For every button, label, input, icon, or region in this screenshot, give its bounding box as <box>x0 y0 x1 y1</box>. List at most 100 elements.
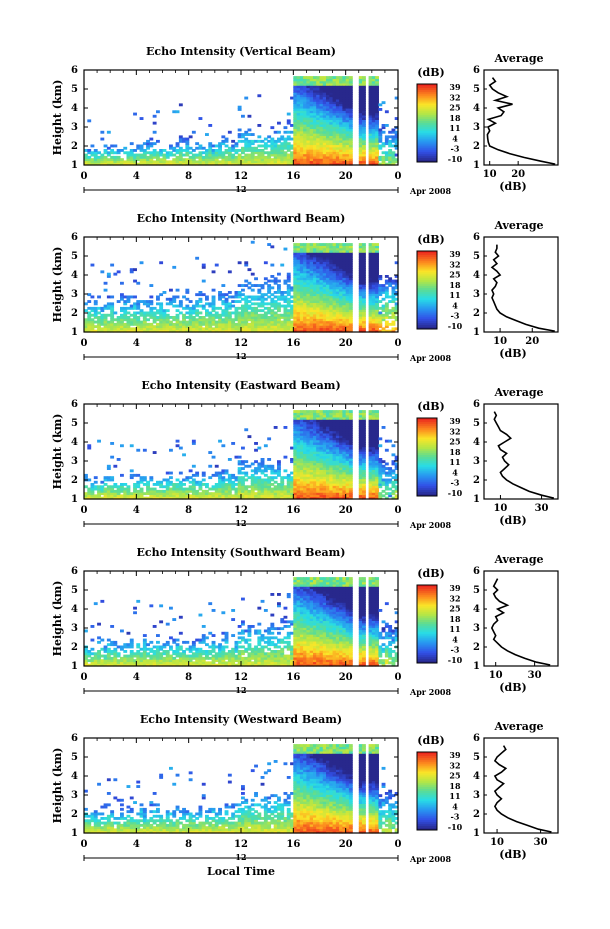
heatmap-cell <box>335 256 340 260</box>
heatmap-cell <box>322 94 327 98</box>
heatmap-cell <box>146 304 150 308</box>
heatmap-cell <box>218 471 222 475</box>
heatmap-cell <box>231 153 236 157</box>
heatmap-cell <box>156 311 160 315</box>
heatmap-cell <box>218 162 222 166</box>
heatmap-cell <box>106 158 111 162</box>
heatmap-cell <box>260 313 265 317</box>
heatmap-cell <box>182 158 186 162</box>
heatmap-cell <box>375 300 379 303</box>
heatmap-cell <box>195 155 200 159</box>
heatmap-cell <box>156 480 160 484</box>
heatmap-cell <box>201 318 206 322</box>
heatmap-cell <box>277 320 281 324</box>
heatmap-cell <box>250 496 255 500</box>
heatmap-cell <box>136 311 141 315</box>
heatmap-cell <box>335 476 340 480</box>
heatmap-cell <box>241 309 245 313</box>
heatmap-cell <box>208 302 213 306</box>
heatmap-cell <box>371 85 376 89</box>
heatmap-cell <box>165 483 170 486</box>
heatmap-cell <box>384 137 389 141</box>
heatmap-cell <box>332 464 337 468</box>
heatmap-cell <box>139 146 144 150</box>
heatmap-cell <box>299 249 304 253</box>
heatmap-cell <box>309 313 314 317</box>
heatmap-cell <box>270 487 275 491</box>
heatmap-cell <box>241 446 245 450</box>
heatmap-cell <box>303 414 307 418</box>
heatmap-cell <box>244 489 249 493</box>
heatmap-cell <box>263 313 268 317</box>
heatmap-cell <box>342 137 347 141</box>
heatmap-cell <box>375 272 379 276</box>
heatmap-cell <box>348 426 353 429</box>
heatmap-cell <box>293 480 298 484</box>
heatmap-cell <box>165 485 170 489</box>
heatmap-cell <box>123 309 128 313</box>
heatmap-cell <box>244 137 249 141</box>
heatmap-cell <box>267 480 272 484</box>
heatmap-cell <box>116 162 121 166</box>
heatmap-cell <box>316 496 321 500</box>
heatmap-cells <box>84 240 399 333</box>
heatmap-cell <box>231 494 236 498</box>
heatmap-cell <box>296 410 301 413</box>
heatmap-cell <box>244 311 249 315</box>
heatmap-cell <box>106 160 111 164</box>
heatmap-cell <box>345 426 350 429</box>
heatmap-cell <box>388 329 393 333</box>
heatmap-cell <box>303 249 307 253</box>
heatmap-cell <box>123 160 128 164</box>
heatmap-cell <box>110 327 115 331</box>
heatmap-cell <box>165 494 170 498</box>
heatmap-cell <box>322 135 327 139</box>
heatmap-cell <box>250 240 255 244</box>
heatmap-cell <box>283 313 288 317</box>
heatmap-cell <box>303 87 307 91</box>
heatmap-cell <box>306 155 311 159</box>
heatmap-cell <box>116 149 121 152</box>
heatmap-cell <box>329 426 334 429</box>
heatmap-cell <box>142 329 147 333</box>
heatmap-cell <box>326 78 330 82</box>
heatmap-cell <box>146 487 150 491</box>
heatmap-cell <box>342 110 347 114</box>
heatmap-cell <box>329 80 334 84</box>
heatmap-cell <box>293 119 298 123</box>
heatmap-cell <box>342 426 347 429</box>
heatmap-cell <box>348 300 353 303</box>
heatmap-cell <box>358 76 363 79</box>
heatmap-cell <box>342 117 347 120</box>
heatmap-cell <box>90 162 95 166</box>
heatmap-cell <box>358 293 363 297</box>
heatmap-cell <box>329 101 334 105</box>
heatmap-cell <box>146 158 150 162</box>
heatmap-cell <box>319 442 324 445</box>
heatmap-cell <box>339 272 343 276</box>
heatmap-cell <box>329 448 334 452</box>
heatmap-cell <box>113 162 118 166</box>
heatmap-cell <box>113 272 118 276</box>
heatmap-cell <box>165 471 170 475</box>
heatmap-cell <box>339 322 343 326</box>
heatmap-cell <box>142 492 147 496</box>
heatmap-cell <box>159 153 164 157</box>
heatmap-cell <box>345 464 350 468</box>
heatmap-cell <box>303 419 307 423</box>
heatmap-cell <box>345 327 350 331</box>
heatmap-cell <box>293 155 298 159</box>
heatmap-cell <box>375 288 379 292</box>
heatmap-cell <box>309 151 314 155</box>
heatmap-cell <box>116 318 121 322</box>
heatmap-cell <box>237 291 242 294</box>
heatmap-cell <box>316 414 321 418</box>
heatmap-cell <box>142 160 147 164</box>
heatmap-cell <box>257 329 262 333</box>
heatmap-cell <box>286 121 291 125</box>
heatmap-cell <box>332 247 337 251</box>
heatmap-cell <box>339 464 343 468</box>
heatmap-cell <box>293 426 298 429</box>
heatmap-cell <box>339 270 343 274</box>
heatmap-cell <box>329 464 334 468</box>
